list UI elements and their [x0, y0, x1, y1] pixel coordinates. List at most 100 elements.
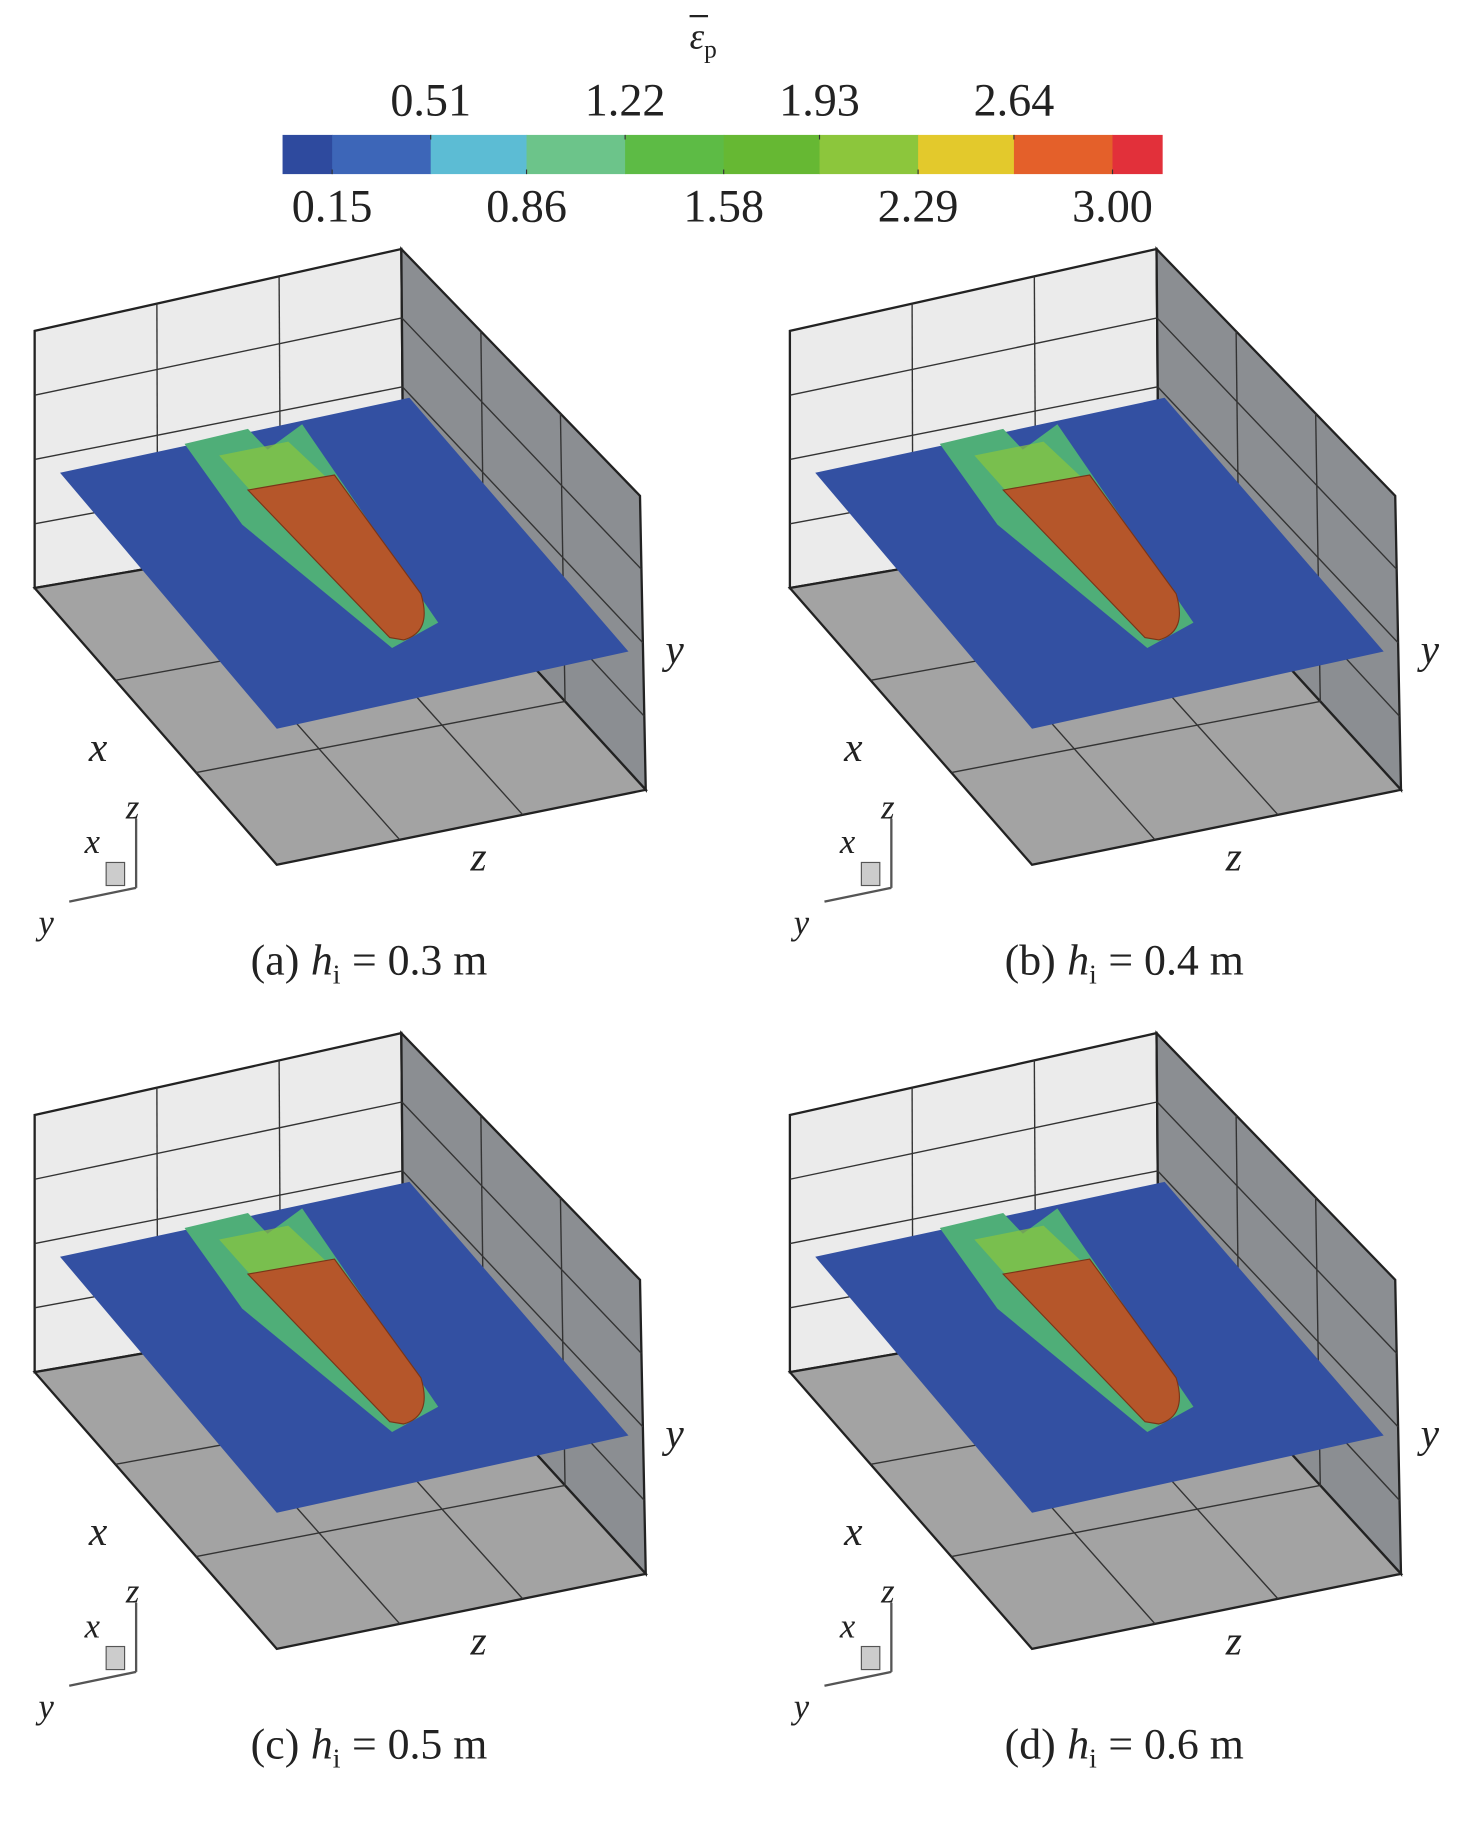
triad-label: x — [839, 823, 856, 861]
caption-label: (c) — [251, 1720, 300, 1768]
tick-label: 1.93 — [779, 74, 860, 125]
caption-subscript: i — [1089, 959, 1097, 990]
tick-label: 2.29 — [878, 180, 959, 231]
wall-grid — [401, 317, 642, 570]
hull — [1002, 474, 1180, 641]
wall-grid — [951, 1484, 1321, 1558]
axis-label: x — [88, 724, 108, 770]
triad-box — [860, 861, 881, 887]
wall-grid — [195, 1484, 566, 1558]
axis-label: z — [469, 834, 486, 880]
hull — [246, 1258, 425, 1425]
color-band — [1112, 134, 1163, 175]
triad-label: y — [36, 1688, 55, 1726]
axis-label: y — [1417, 1410, 1440, 1456]
wall-grid — [1157, 386, 1399, 644]
axis-label: x — [843, 1508, 863, 1554]
triad-label: y — [791, 1688, 810, 1726]
wall-grid — [195, 700, 566, 774]
color-band — [332, 134, 432, 175]
triad-label: y — [791, 904, 810, 942]
wall-grid — [34, 1170, 403, 1245]
tick-label: 1.58 — [683, 180, 764, 231]
caption-equation: = 0.5 m — [352, 1720, 487, 1768]
caption-subscript: i — [333, 1743, 341, 1774]
caption-variable: h — [1067, 936, 1089, 984]
triad-axis — [69, 886, 137, 903]
triad-label: z — [880, 1573, 894, 1611]
color-band — [918, 134, 1015, 175]
axis-label: y — [1417, 626, 1440, 672]
triad-label: x — [839, 1607, 856, 1645]
wall-grid — [401, 386, 644, 644]
triad-axis — [824, 1670, 892, 1687]
triad-label: x — [84, 823, 101, 861]
colorbar: 0.15 0.51 0.86 1.22 1.58 1.93 2.29 2.64 3.00 εp — [282, 14, 1163, 231]
triad-box — [860, 1645, 881, 1671]
wall-grid — [401, 1170, 644, 1428]
caption-variable: h — [311, 1720, 333, 1768]
color-band — [723, 134, 821, 175]
hull — [246, 474, 425, 641]
wall-grid — [1156, 317, 1398, 570]
triad-label: z — [125, 789, 139, 827]
axis-label: z — [1225, 834, 1242, 880]
caption-subscript: i — [1089, 1743, 1097, 1774]
color-band — [430, 134, 528, 175]
caption-equation: = 0.4 m — [1108, 936, 1243, 984]
caption-subscript: i — [333, 959, 341, 990]
caption-variable: h — [1067, 1720, 1089, 1768]
wall-grid — [789, 1170, 1158, 1245]
caption: (a) hi = 0.3 m — [251, 936, 488, 989]
caption: (b) hi = 0.4 m — [1005, 936, 1244, 989]
axis-label: z — [1225, 1618, 1242, 1664]
wall-grid — [789, 317, 1158, 396]
axis-label: y — [661, 626, 684, 672]
wall-grid — [401, 1101, 642, 1354]
caption: (d) hi = 0.6 m — [1005, 1720, 1244, 1773]
color-band — [526, 134, 626, 175]
color-band — [625, 134, 725, 175]
triad-label: y — [36, 904, 55, 942]
tick-label: 0.15 — [292, 180, 373, 231]
triad-axis — [69, 1670, 137, 1687]
triad-box — [105, 861, 126, 887]
symbol: ε — [690, 15, 705, 56]
tick-label: 0.51 — [390, 74, 471, 125]
triad-axis — [824, 886, 892, 903]
hull — [1002, 1258, 1180, 1425]
wall-grid — [1157, 1170, 1399, 1428]
wall-grid — [34, 317, 403, 396]
color-band — [819, 134, 919, 175]
wall-grid — [34, 1101, 403, 1180]
axis-label: x — [843, 724, 863, 770]
caption-equation: = 0.6 m — [1108, 1720, 1243, 1768]
tick-label: 2.64 — [974, 74, 1055, 125]
triad-box — [105, 1645, 126, 1671]
tick-label: 0.86 — [486, 180, 567, 231]
caption-label: (a) — [251, 936, 300, 984]
wall-grid — [1156, 1101, 1398, 1354]
caption: (c) hi = 0.5 m — [251, 1720, 488, 1773]
color-band — [282, 134, 333, 175]
caption-label: (d) — [1005, 1720, 1056, 1768]
axis-label: y — [661, 1410, 684, 1456]
tick-label: 3.00 — [1072, 180, 1153, 231]
caption-equation: = 0.3 m — [352, 936, 487, 984]
wall-grid — [789, 1101, 1158, 1180]
axis-label: z — [469, 1618, 486, 1664]
triad-label: z — [880, 789, 894, 827]
triad-label: z — [125, 1573, 139, 1611]
axis-label: x — [88, 1508, 108, 1554]
wall-grid — [951, 700, 1321, 774]
wall-grid — [789, 386, 1158, 461]
caption-variable: h — [311, 936, 333, 984]
wall-grid — [34, 386, 403, 461]
tick-label: 1.22 — [585, 74, 666, 125]
colorbar-title: εp — [690, 15, 717, 63]
